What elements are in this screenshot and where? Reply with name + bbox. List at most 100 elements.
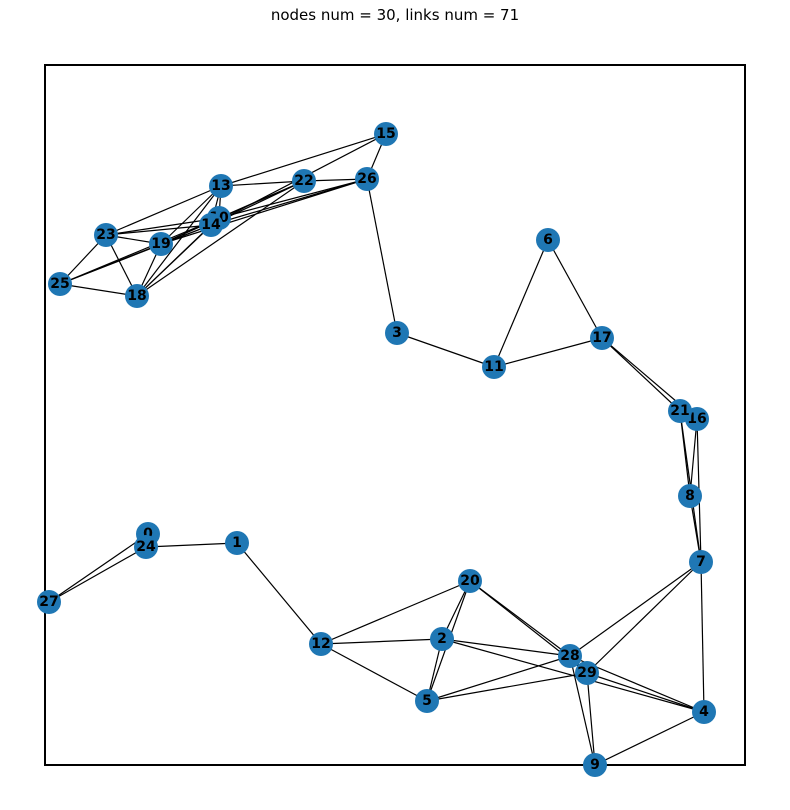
edge-8-21 xyxy=(679,410,691,497)
node-circle-19 xyxy=(149,232,173,256)
node-label-13: 13 xyxy=(211,178,230,194)
node-label-6: 6 xyxy=(543,232,553,248)
edge-29-4 xyxy=(586,672,705,713)
edge-14-18 xyxy=(136,224,212,297)
edge-14-23 xyxy=(105,224,212,236)
node-9: 9 xyxy=(583,753,607,777)
edge-2-28 xyxy=(441,638,571,657)
edge-13-19 xyxy=(160,185,222,245)
node-circle-6 xyxy=(536,228,560,252)
edge-13-18 xyxy=(136,185,222,297)
edge-11-3 xyxy=(396,332,495,368)
node-label-9: 9 xyxy=(590,757,600,773)
edge-8-16 xyxy=(689,418,698,497)
edge-12-2 xyxy=(320,638,443,645)
node-circle-17 xyxy=(590,326,614,350)
node-circle-21 xyxy=(668,399,692,423)
node-6: 6 xyxy=(536,228,560,252)
node-circle-11 xyxy=(482,355,506,379)
node-label-2: 2 xyxy=(437,631,447,647)
node-2: 2 xyxy=(430,627,454,651)
node-4: 4 xyxy=(692,700,716,724)
node-label-19: 19 xyxy=(151,236,170,252)
node-label-25: 25 xyxy=(50,276,69,292)
edge-25-18 xyxy=(59,283,138,297)
node-label-27: 27 xyxy=(39,594,58,610)
edge-17-11 xyxy=(493,337,603,368)
node-label-20: 20 xyxy=(460,573,480,589)
node-circle-9 xyxy=(583,753,607,777)
edge-19-25 xyxy=(59,243,162,285)
edge-17-21 xyxy=(601,337,681,412)
node-19: 19 xyxy=(149,232,173,256)
edges-layer xyxy=(48,133,705,766)
node-label-3: 3 xyxy=(392,325,402,341)
node-circle-15 xyxy=(374,122,398,146)
node-label-0: 0 xyxy=(143,526,153,542)
node-circle-29 xyxy=(575,661,599,685)
node-23: 23 xyxy=(94,223,118,247)
edge-4-7 xyxy=(700,561,705,713)
node-5: 5 xyxy=(415,689,439,713)
node-label-21: 21 xyxy=(670,403,689,419)
node-circle-27 xyxy=(37,590,61,614)
node-circle-23 xyxy=(94,223,118,247)
node-29: 29 xyxy=(575,661,599,685)
edge-1-12 xyxy=(236,542,322,645)
node-label-16: 16 xyxy=(687,411,706,427)
node-label-14: 14 xyxy=(201,217,221,233)
node-12: 12 xyxy=(309,632,333,656)
node-1: 1 xyxy=(225,531,249,555)
edge-0-27 xyxy=(48,533,149,603)
edge-9-4 xyxy=(594,711,705,766)
edge-12-5 xyxy=(320,643,428,702)
edge-24-27 xyxy=(48,546,147,603)
node-21: 21 xyxy=(668,399,692,423)
edge-28-9 xyxy=(569,655,596,766)
edge-24-1 xyxy=(145,542,238,548)
node-circle-22 xyxy=(292,169,316,193)
node-14: 14 xyxy=(199,213,223,237)
node-label-12: 12 xyxy=(311,636,330,652)
node-label-5: 5 xyxy=(422,693,432,709)
node-circle-8 xyxy=(678,484,702,508)
edge-15-13 xyxy=(220,133,387,187)
node-label-11: 11 xyxy=(484,359,503,375)
node-circle-18 xyxy=(125,284,149,308)
node-17: 17 xyxy=(590,326,614,350)
node-3: 3 xyxy=(385,321,409,345)
node-label-4: 4 xyxy=(699,704,709,720)
node-13: 13 xyxy=(209,174,233,198)
node-label-26: 26 xyxy=(357,171,376,187)
node-circle-28 xyxy=(558,644,582,668)
node-circle-5 xyxy=(415,689,439,713)
node-label-8: 8 xyxy=(685,488,695,504)
edge-28-7 xyxy=(569,561,702,657)
node-circle-26 xyxy=(355,167,379,191)
node-label-7: 7 xyxy=(696,554,706,570)
node-circle-1 xyxy=(225,531,249,555)
node-label-22: 22 xyxy=(294,173,313,189)
edge-22-18 xyxy=(136,180,305,297)
node-circle-20 xyxy=(458,569,482,593)
edge-22-13 xyxy=(220,180,305,187)
node-circle-13 xyxy=(209,174,233,198)
edge-6-11 xyxy=(493,239,549,368)
node-label-28: 28 xyxy=(560,648,579,664)
node-24: 24 xyxy=(134,535,158,559)
node-label-29: 29 xyxy=(577,665,596,681)
node-circle-24 xyxy=(134,535,158,559)
edge-26-10 xyxy=(218,178,368,219)
node-8: 8 xyxy=(678,484,702,508)
edge-3-26 xyxy=(366,178,398,334)
node-28: 28 xyxy=(558,644,582,668)
edge-29-9 xyxy=(586,672,596,766)
edge-12-20 xyxy=(320,580,471,645)
node-circle-12 xyxy=(309,632,333,656)
node-circle-14 xyxy=(199,213,223,237)
edge-29-7 xyxy=(586,561,702,674)
node-label-15: 15 xyxy=(376,126,395,142)
edge-5-29 xyxy=(426,672,588,702)
edge-17-6 xyxy=(547,239,603,339)
